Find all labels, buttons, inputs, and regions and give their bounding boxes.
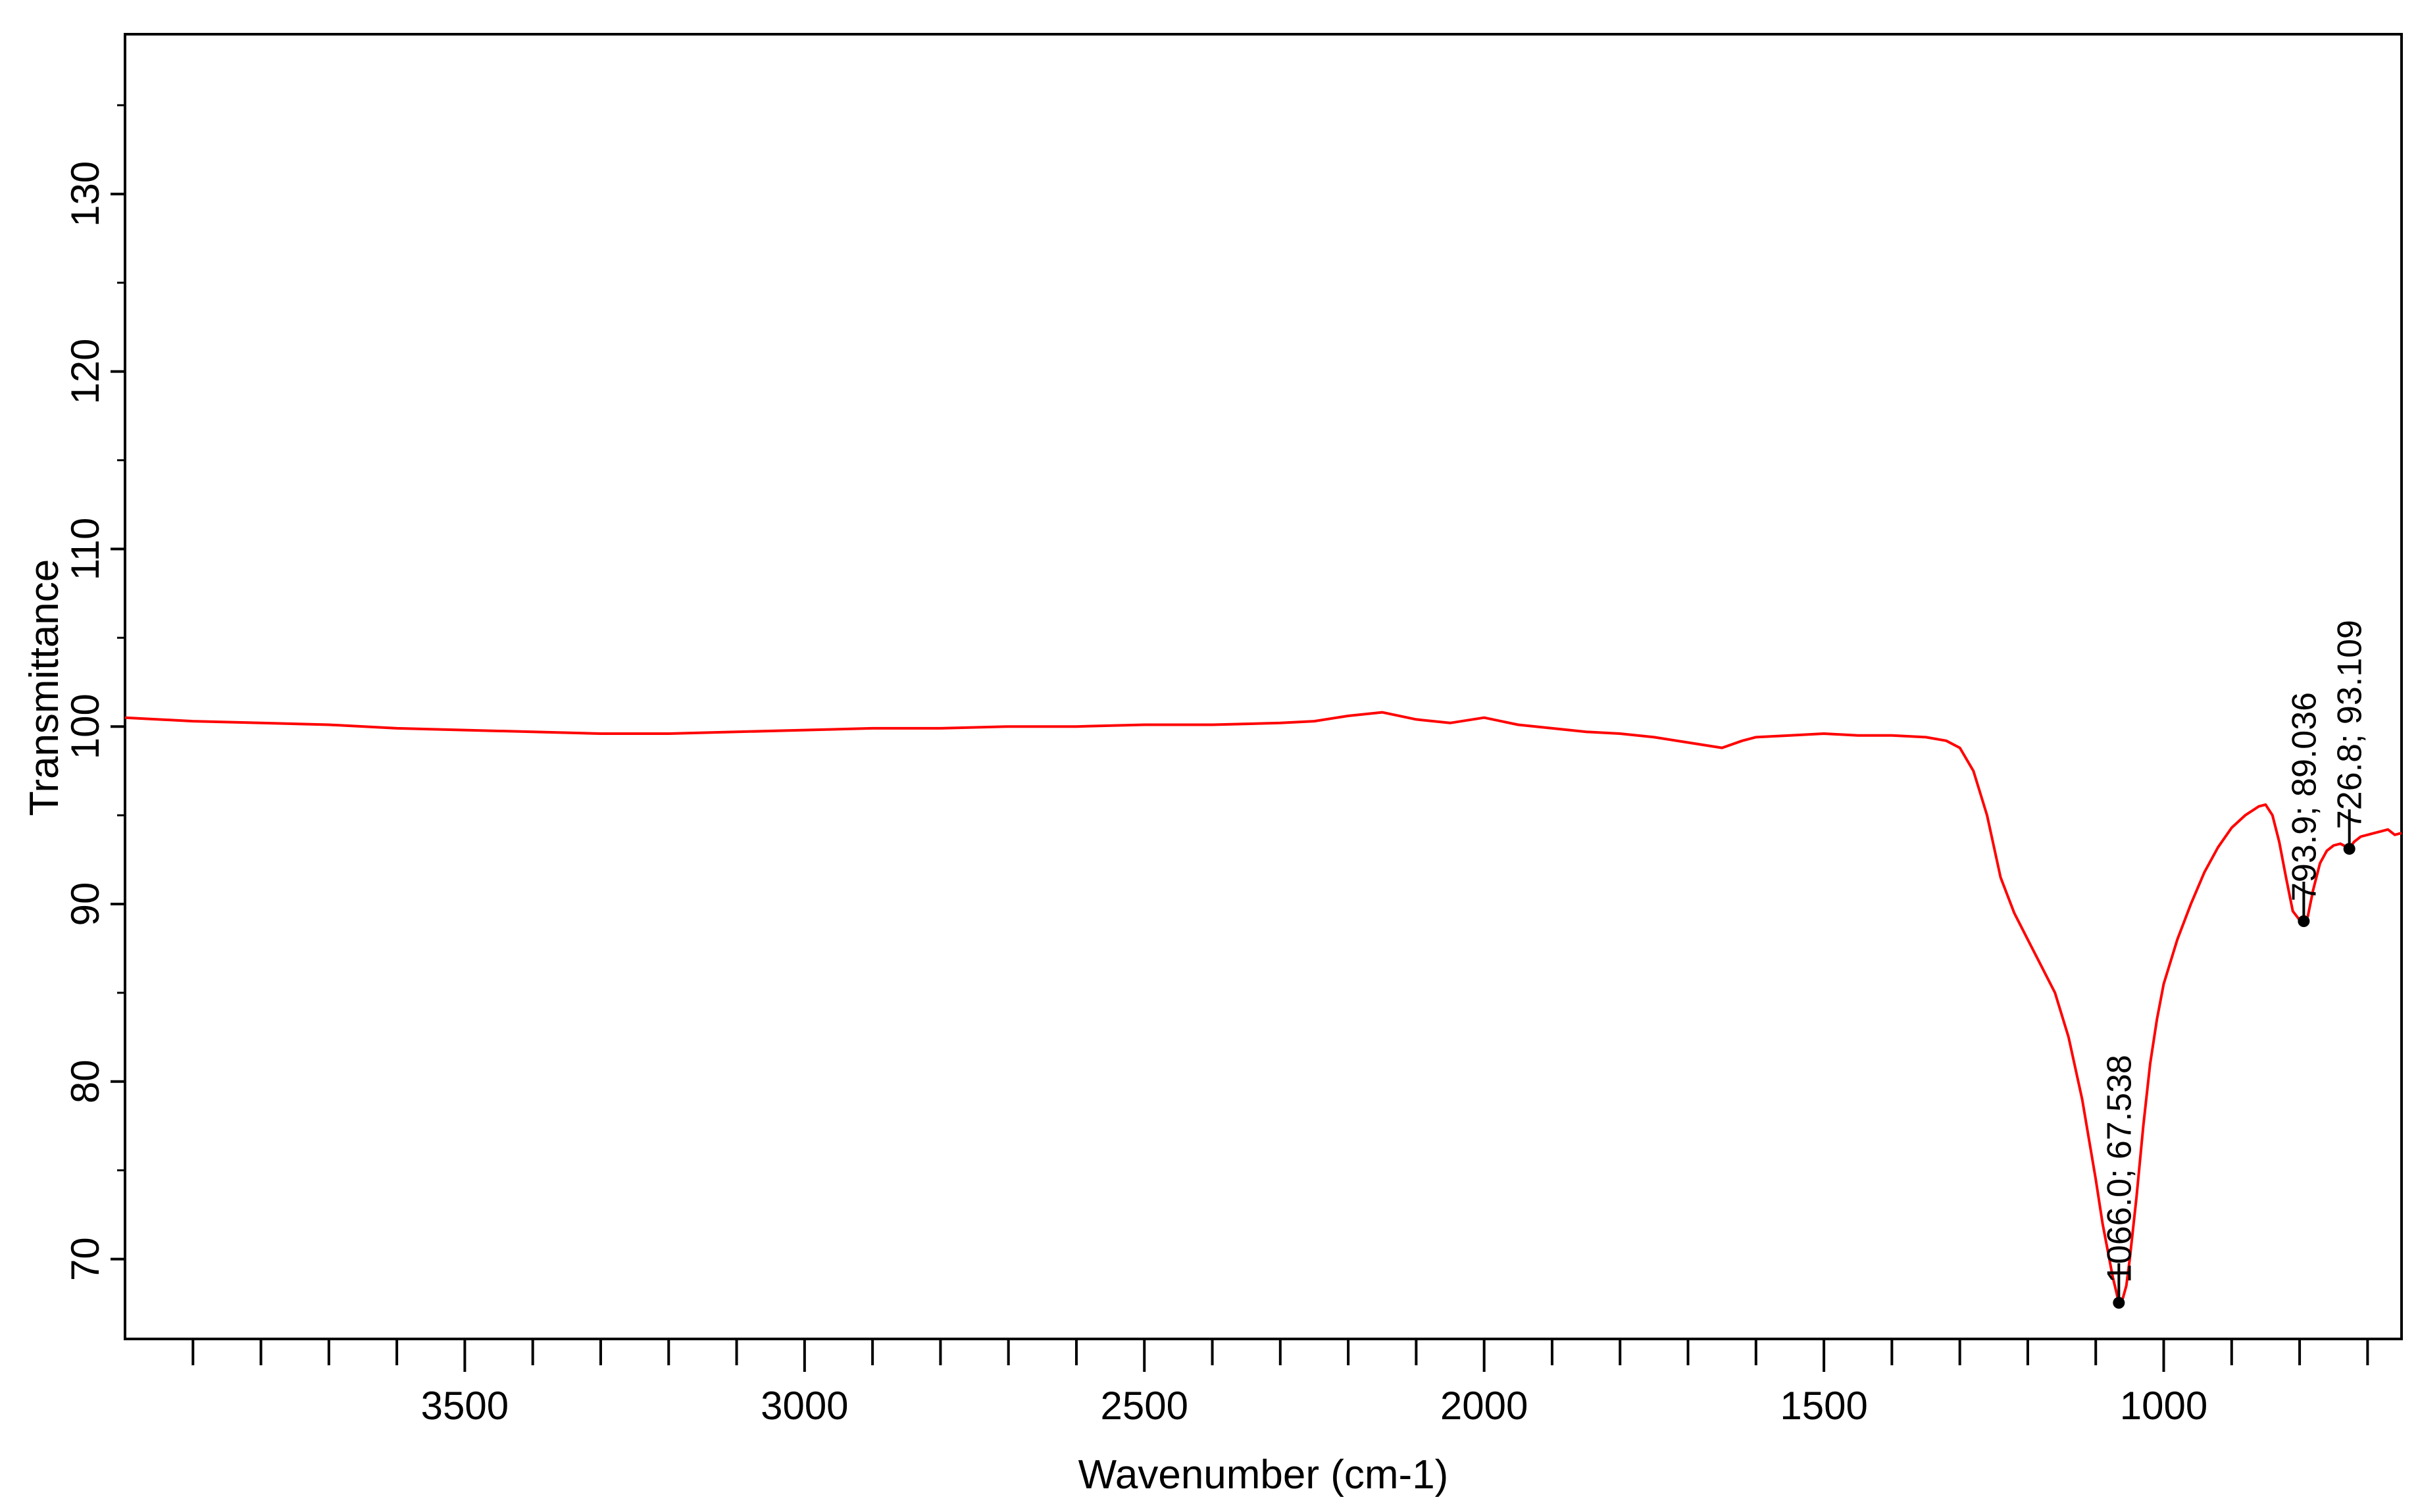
y-tick-label: 100	[63, 693, 107, 759]
x-tick-label: 2000	[1440, 1384, 1528, 1428]
x-tick-label: 1500	[1780, 1384, 1867, 1428]
y-axis: 70 80 90 100 110 120 130	[63, 104, 125, 1281]
y-tick-label: 80	[63, 1059, 107, 1103]
y-tick-label: 110	[63, 518, 107, 581]
x-tick-label: 1000	[2120, 1384, 2207, 1428]
y-tick-label: 90	[63, 882, 107, 926]
peak-label: 1066.0; 67.538	[2100, 1055, 2138, 1283]
x-tick-label: 3500	[421, 1384, 509, 1428]
peak-label: 793.9; 89.036	[2285, 692, 2323, 901]
plot-frame	[124, 33, 2403, 1340]
series-line	[124, 711, 2402, 1305]
x-tick-label: 2500	[1101, 1384, 1188, 1428]
x-axis: 3500 3000 2500 2000 1500 1000	[191, 1339, 2369, 1428]
y-tick-label: 130	[63, 161, 107, 227]
y-axis-title: Transmittance	[22, 559, 67, 817]
peak-label: 726.8; 93.109	[2331, 620, 2369, 829]
y-tick-label: 70	[63, 1237, 107, 1281]
x-tick-label: 3000	[761, 1384, 848, 1428]
peak-annotations: 1066.0; 67.538 793.9; 89.036 726.8; 93.109	[2100, 620, 2369, 1309]
y-tick-label: 120	[63, 339, 107, 405]
x-axis-title: Wavenumber (cm-1)	[1078, 1452, 1449, 1498]
